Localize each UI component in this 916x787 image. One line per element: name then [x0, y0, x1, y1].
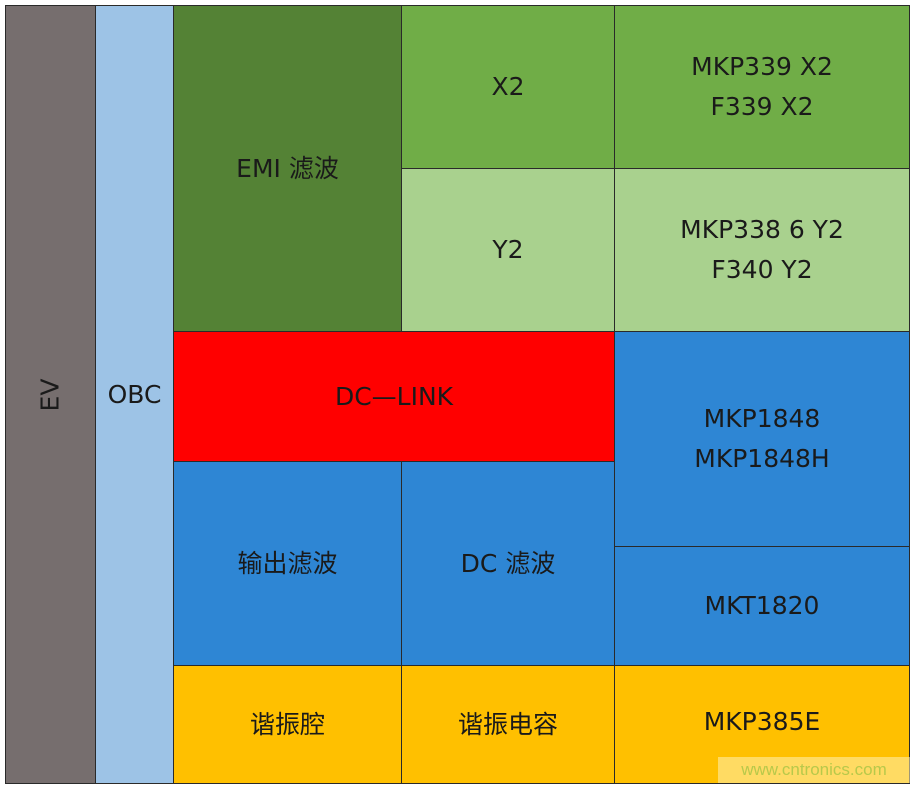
resonant-cavity-cell: 谐振腔 — [173, 665, 402, 784]
watermark: www.cntronics.com — [718, 757, 910, 783]
emi-filter-label: EMI 滤波 — [236, 153, 339, 183]
resonant-capacitor-parts: MKP385E — [703, 706, 821, 736]
dc-link-cell: DC—LINK — [173, 331, 615, 462]
resonant-capacitor-label: 谐振电容 — [457, 709, 558, 739]
obc-column: OBC — [95, 5, 174, 784]
output-filter-label: 输出滤波 — [237, 548, 338, 578]
x2-cell: X2 — [401, 5, 615, 169]
dc-link-parts-cell: MKP1848 MKP1848H — [614, 331, 910, 547]
y2-parts-cell: MKP338 6 Y2 F340 Y2 — [614, 168, 910, 332]
x2-parts: MKP339 X2 F339 X2 — [691, 52, 833, 121]
y2-parts: MKP338 6 Y2 F340 Y2 — [680, 215, 844, 284]
output-filter-cell: 输出滤波 — [173, 461, 402, 666]
x2-parts-cell: MKP339 X2 F339 X2 — [614, 5, 910, 169]
x2-label: X2 — [491, 72, 525, 101]
ev-label: EV — [35, 378, 65, 411]
dc-filter-label: DC 滤波 — [460, 548, 556, 578]
y2-label: Y2 — [492, 235, 524, 264]
obc-label: OBC — [107, 379, 162, 409]
dc-link-parts: MKP1848 MKP1848H — [694, 404, 830, 473]
dc-filter-parts: MKT1820 — [704, 591, 820, 620]
resonant-capacitor-cell: 谐振电容 — [401, 665, 615, 784]
dc-link-label: DC—LINK — [334, 381, 454, 411]
emi-filter-cell: EMI 滤波 — [173, 5, 402, 332]
dc-filter-cell: DC 滤波 — [401, 461, 615, 666]
y2-cell: Y2 — [401, 168, 615, 332]
ev-column: EV — [5, 5, 96, 784]
dc-filter-parts-cell: MKT1820 — [614, 546, 910, 666]
resonant-cavity-label: 谐振腔 — [249, 709, 325, 739]
